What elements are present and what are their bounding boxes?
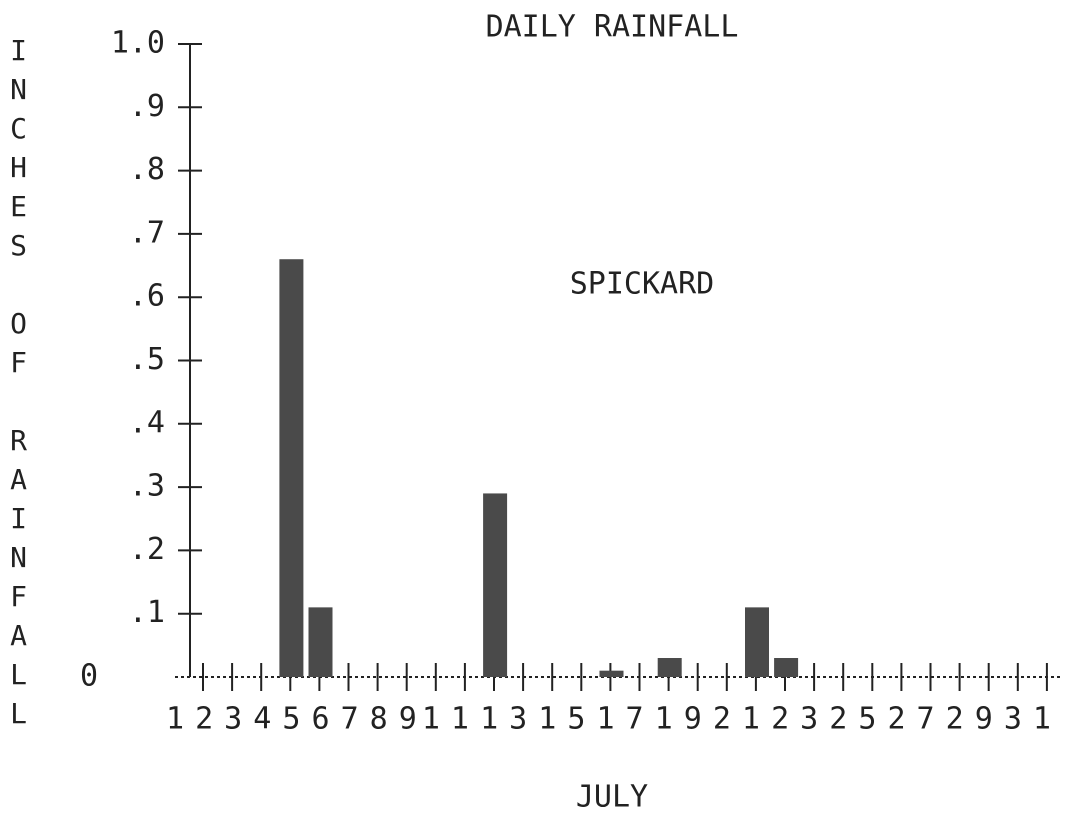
- y-tick-label: .6: [129, 279, 165, 314]
- x-tick-label: 23: [771, 702, 829, 737]
- bar: [599, 670, 624, 677]
- x-tick-label: 7: [341, 702, 359, 737]
- x-tick-label: 27: [887, 702, 945, 737]
- x-tick-label: 5: [282, 702, 300, 737]
- x-tick-label: 1: [166, 702, 184, 737]
- y-axis-label: INCHES OF RAINFALL: [2, 34, 35, 736]
- x-tick-label: 31: [1004, 702, 1062, 737]
- x-tick-label: 8: [370, 702, 388, 737]
- y-tick-label: .8: [129, 152, 165, 187]
- y-tick-label: .2: [129, 532, 165, 567]
- y-tick-label: .1: [129, 595, 165, 630]
- x-tick-label: 4: [253, 702, 271, 737]
- x-tick-label: 29: [946, 702, 1004, 737]
- x-tick-label: 2: [195, 702, 213, 737]
- x-tick-label: 15: [538, 702, 596, 737]
- y-tick-label: .4: [129, 405, 165, 440]
- x-tick-label: 6: [311, 702, 329, 737]
- y-tick-label: .5: [129, 342, 165, 377]
- x-tick-label: 21: [713, 702, 771, 737]
- x-tick-label: 17: [596, 702, 654, 737]
- x-axis-label: JULY: [576, 780, 648, 815]
- bar: [657, 658, 682, 677]
- bar: [483, 493, 508, 677]
- y-tick-label: .9: [129, 89, 165, 124]
- bar: [745, 607, 769, 677]
- y-tick-label: 0: [80, 659, 98, 694]
- x-tick-label: 11: [422, 702, 480, 737]
- x-tick-label: 13: [480, 702, 538, 737]
- bar: [308, 607, 333, 677]
- annotation: SPICKARD: [570, 267, 715, 302]
- x-tick-label: 25: [829, 702, 887, 737]
- y-tick-label: 1.0: [111, 26, 165, 61]
- bar: [774, 658, 799, 677]
- x-tick-label: 9: [399, 702, 417, 737]
- chart-title: DAILY RAINFALL: [486, 10, 739, 45]
- x-tick-label: 3: [224, 702, 242, 737]
- y-tick-label: .3: [129, 469, 165, 504]
- bar: [279, 259, 304, 677]
- y-tick-label: .7: [129, 215, 165, 250]
- x-tick-label: 19: [655, 702, 713, 737]
